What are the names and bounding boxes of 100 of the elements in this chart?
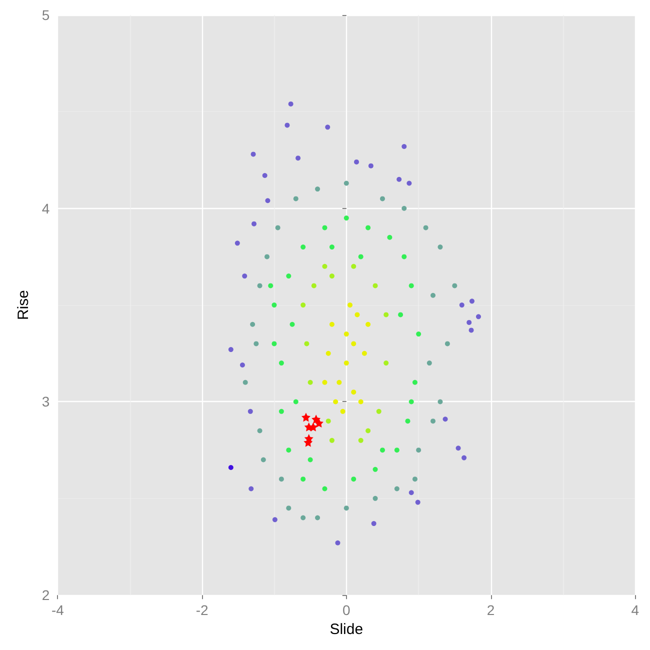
point <box>372 466 378 472</box>
point <box>300 302 306 308</box>
point <box>348 302 353 308</box>
point <box>412 380 418 385</box>
point <box>362 350 367 356</box>
point <box>250 322 256 327</box>
point <box>344 180 349 186</box>
point <box>416 332 422 337</box>
point <box>288 101 294 106</box>
point <box>423 225 428 230</box>
point <box>380 196 385 202</box>
point <box>351 476 356 482</box>
point <box>462 455 467 460</box>
point <box>326 418 331 424</box>
point <box>408 399 414 404</box>
point <box>293 399 298 404</box>
point <box>430 418 436 424</box>
x-axis-title: Slide <box>330 621 364 638</box>
point <box>366 428 371 434</box>
point <box>228 347 234 352</box>
point <box>252 221 257 226</box>
point <box>358 254 364 260</box>
x-tick-label: 0 <box>342 602 350 618</box>
x-tick-label: -2 <box>196 602 208 618</box>
point <box>242 380 248 385</box>
point <box>466 320 472 325</box>
point <box>268 283 274 288</box>
point <box>340 408 346 414</box>
point <box>351 390 356 395</box>
y-tick-label: 4 <box>42 200 50 216</box>
point <box>264 254 270 260</box>
point <box>452 283 458 288</box>
point <box>272 302 277 308</box>
y-tick-label: 2 <box>42 587 50 604</box>
point <box>262 172 268 178</box>
point <box>444 341 450 346</box>
point <box>322 225 328 230</box>
point <box>286 274 292 279</box>
point <box>344 216 349 221</box>
point <box>322 380 328 385</box>
point <box>366 225 371 230</box>
point <box>250 152 256 157</box>
point <box>376 408 382 414</box>
point <box>406 180 412 186</box>
point <box>240 362 245 368</box>
point <box>371 521 376 526</box>
point <box>275 225 280 230</box>
point <box>387 234 392 240</box>
point <box>272 341 277 346</box>
y-tick-label: 5 <box>42 7 50 23</box>
point <box>396 176 402 182</box>
point <box>272 517 278 522</box>
x-tick-label: 4 <box>631 602 640 618</box>
point <box>278 408 284 414</box>
point <box>398 312 404 318</box>
point <box>322 264 328 269</box>
point <box>300 515 306 520</box>
point <box>384 312 389 318</box>
point <box>286 448 292 453</box>
point <box>333 399 338 404</box>
point <box>248 486 254 492</box>
point <box>402 254 407 260</box>
point <box>402 206 407 211</box>
point <box>265 198 270 204</box>
point <box>344 332 349 337</box>
point <box>234 240 240 246</box>
y-tick-label: 3 <box>42 394 50 410</box>
point <box>329 274 334 279</box>
point <box>408 490 414 496</box>
point <box>442 416 448 422</box>
point <box>304 341 310 346</box>
point <box>315 515 320 520</box>
point <box>278 360 284 366</box>
point <box>293 196 298 202</box>
point <box>384 360 389 366</box>
point <box>308 380 313 385</box>
y-axis-title: Rise <box>15 290 32 320</box>
x-tick-label: -4 <box>51 602 64 618</box>
point <box>415 500 420 505</box>
point <box>290 322 295 327</box>
point <box>405 418 410 424</box>
point <box>325 124 330 130</box>
point <box>257 428 262 434</box>
point <box>430 292 436 298</box>
point <box>380 448 385 453</box>
point <box>351 341 356 346</box>
point <box>344 506 349 511</box>
point <box>322 486 328 492</box>
point <box>468 328 474 333</box>
point <box>459 302 464 308</box>
point <box>412 476 418 482</box>
point <box>336 380 342 385</box>
point <box>278 476 284 482</box>
point <box>408 283 414 288</box>
x-tick-label: 2 <box>486 602 495 618</box>
point <box>296 156 301 161</box>
point <box>326 350 331 356</box>
point <box>402 144 407 149</box>
point <box>394 448 400 453</box>
point <box>416 448 422 453</box>
